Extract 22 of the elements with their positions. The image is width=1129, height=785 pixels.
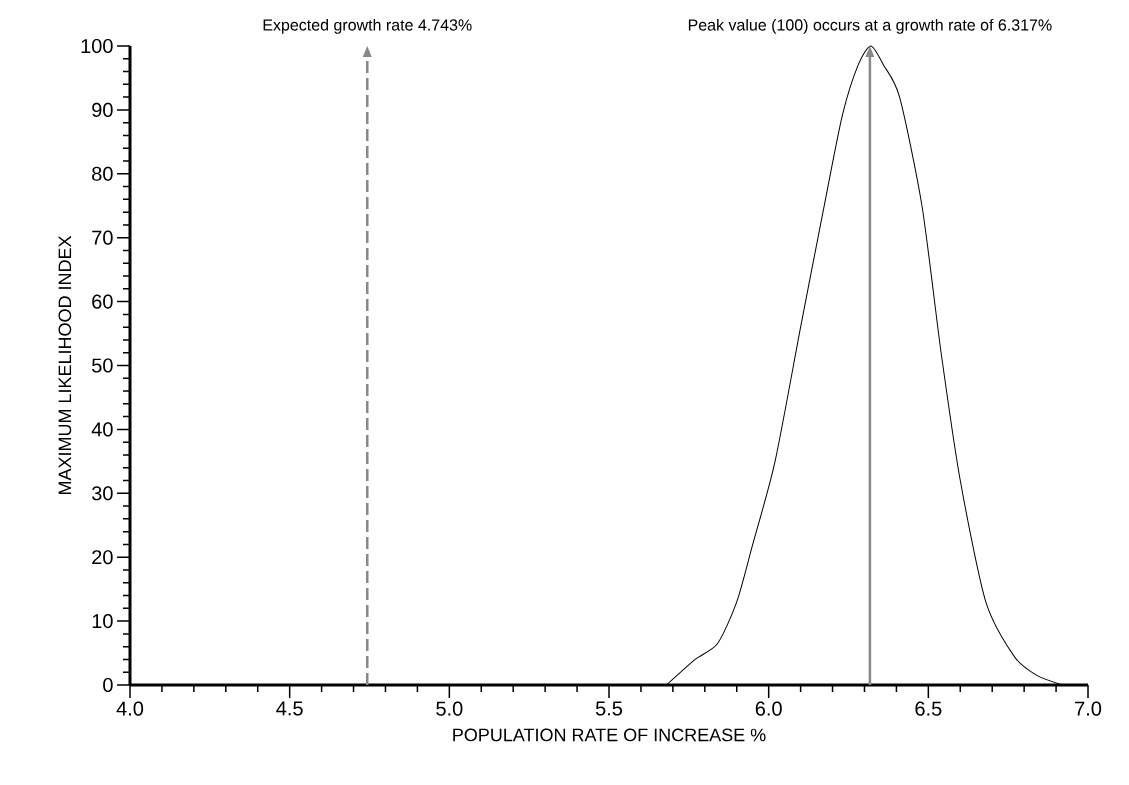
x-tick-label: 7.0 — [1075, 701, 1102, 716]
y-axis-title: MAXIMUM LIKELIHOOD INDEX — [58, 235, 72, 495]
ref-line-label: Expected growth rate 4.743% — [263, 18, 472, 34]
y-tick-label: 80 — [92, 166, 113, 181]
y-tick-label: 40 — [91, 422, 113, 437]
y-tick-label: 70 — [92, 230, 113, 245]
x-tick-label: 5.5 — [595, 701, 623, 716]
y-tick-label: 0 — [103, 677, 113, 693]
y-tick-label: 60 — [92, 294, 113, 309]
ref-line-label: Peak value (100) occurs at a growth rate of 6.317% — [688, 18, 1052, 34]
y-tick-label: 10 — [92, 614, 113, 629]
y-tick-label: 90 — [92, 102, 113, 117]
x-tick-label: 5.0 — [436, 701, 463, 716]
x-tick-label: 6.5 — [915, 701, 942, 716]
x-axis-title: POPULATION RATE OF INCREASE % — [453, 728, 766, 742]
x-tick-label: 4.5 — [276, 701, 303, 716]
y-tick-label: 50 — [92, 358, 113, 373]
x-tick-label: 4.0 — [116, 701, 144, 716]
x-tick-label: 6.0 — [755, 701, 782, 716]
y-tick-label: 30 — [91, 486, 113, 501]
y-tick-label: 20 — [92, 550, 113, 565]
y-tick-label: 100 — [81, 38, 113, 54]
